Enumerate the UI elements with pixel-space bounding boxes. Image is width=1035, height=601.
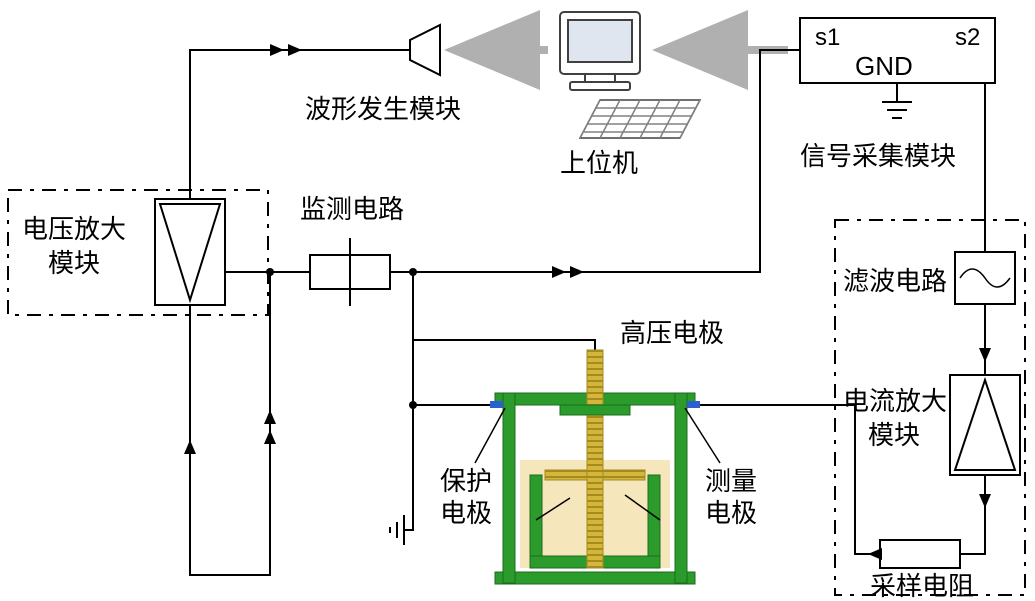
- measure-electrode-label-2: 电极: [705, 498, 757, 528]
- voltage-amp-module-box: [8, 190, 268, 315]
- sampling-resistor-icon: [880, 540, 960, 568]
- monitor-block-icon: [310, 238, 390, 306]
- ground-icon: [390, 515, 404, 545]
- voltage-amp-label-2: 模块: [48, 248, 100, 278]
- current-amp-triangle-icon: [950, 375, 1020, 475]
- guard-electrode-label-2: 电极: [440, 498, 492, 528]
- filter-circuit-label: 滤波电路: [843, 266, 947, 296]
- wire-amp-output-loop: [190, 272, 270, 575]
- speaker-icon: [410, 25, 440, 75]
- voltage-amp-triangle-icon: [155, 199, 225, 305]
- wire-guard-ground-stub: [404, 340, 413, 530]
- filter-block-icon: [955, 252, 1015, 304]
- system-diagram: 波形发生模块 上位机 s1 s2 GND 信号采集模块 电压放大 模块: [0, 0, 1035, 601]
- voltage-amp-label-1: 电压放大: [22, 214, 126, 244]
- test-cell: [475, 350, 720, 584]
- current-amp-label-1: 电流放大: [843, 386, 947, 416]
- computer-icon: [560, 12, 640, 90]
- keyboard-icon: [580, 100, 700, 138]
- signal-acq-box: s1 s2 GND: [800, 18, 995, 118]
- gnd-label: GND: [855, 51, 913, 81]
- wire-to-hv-electrode: [413, 272, 595, 350]
- hv-electrode-label: 高压电极: [620, 318, 724, 348]
- current-amp-label-2: 模块: [868, 420, 920, 450]
- sampling-resistor-label: 采样电阻: [870, 571, 974, 601]
- host-pc-label: 上位机: [560, 148, 638, 178]
- wire-amp-to-resistor: [960, 475, 985, 554]
- wire-wave-to-amp: [190, 50, 410, 199]
- s1-label: s1: [815, 24, 840, 51]
- signal-acq-module-label: 信号采集模块: [800, 141, 956, 171]
- measure-electrode-label-1: 测量: [705, 466, 757, 496]
- s2-label: s2: [955, 24, 980, 51]
- guard-electrode-label-1: 保护: [440, 466, 492, 496]
- waveform-module-label: 波形发生模块: [305, 94, 461, 124]
- monitor-circuit-label: 监测电路: [300, 194, 404, 224]
